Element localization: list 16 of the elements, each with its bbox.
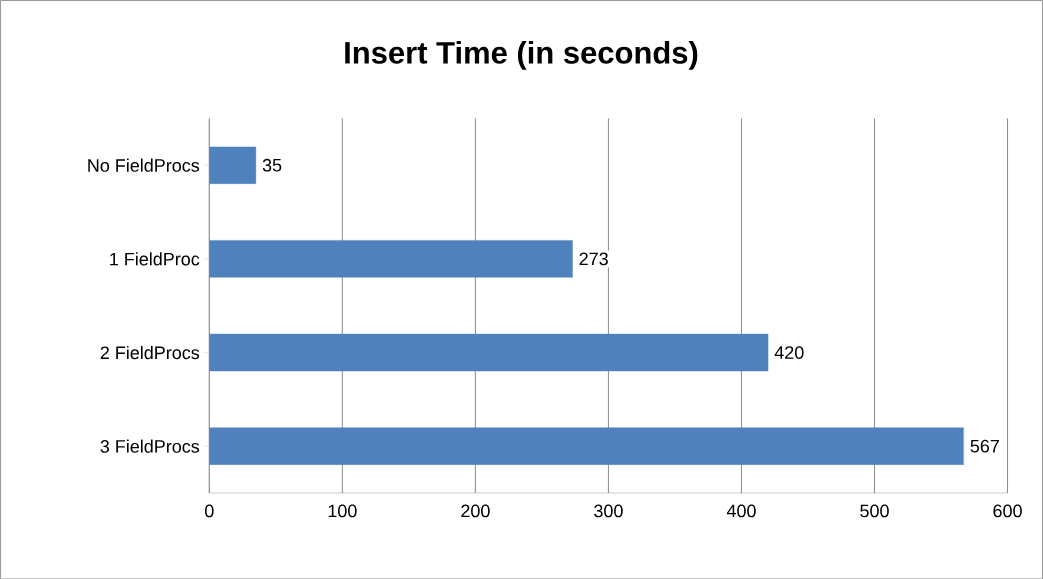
y-tick-label: 3 FieldProcs	[100, 439, 200, 453]
chart-title: Insert Time (in seconds)	[345, 40, 698, 70]
data-label: 35	[262, 158, 282, 172]
x-tick-label: 0	[205, 504, 214, 518]
x-tick-label: 300	[594, 504, 623, 518]
x-tick-label: 100	[328, 504, 357, 518]
x-tick-label: 600	[993, 504, 1022, 518]
data-label: 567	[970, 439, 999, 453]
y-tick-label: 1 FieldProc	[110, 252, 200, 266]
data-label: 420	[774, 345, 804, 359]
x-tick-label: 500	[860, 504, 889, 518]
x-tick-label: 400	[726, 504, 756, 518]
x-tick-label: 200	[461, 504, 490, 518]
y-tick-label: No FieldProcs	[88, 158, 200, 172]
y-tick-label: 2 FieldProcs	[100, 345, 200, 359]
data-label: 273	[579, 252, 608, 266]
